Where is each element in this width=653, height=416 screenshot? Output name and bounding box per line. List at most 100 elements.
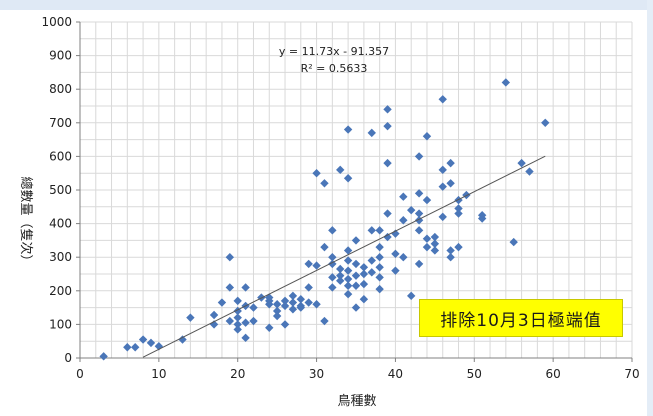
data-point [328,273,337,282]
data-point [454,204,463,213]
y-axis-label: 總數量（隻次） [18,176,34,267]
y-tick-label: 400 [49,217,72,231]
data-point [407,205,416,215]
x-axis-label: 鳥種數 [337,393,376,409]
data-point [280,296,290,306]
data-point [296,303,305,312]
data-point [422,195,432,205]
data-point [375,263,384,272]
y-tick-label: 900 [49,49,72,63]
data-point [509,237,518,247]
data-point [375,226,384,235]
data-point [343,266,353,275]
data-point [280,320,290,329]
data-point [501,78,511,87]
data-point [225,253,235,262]
data-point [414,152,424,161]
data-point [351,271,361,280]
data-point [320,179,329,188]
data-point [343,256,353,265]
data-point [367,268,376,277]
data-point [241,333,250,343]
data-point [454,209,463,218]
data-point [430,232,440,242]
data-point [477,214,487,223]
data-point [399,253,408,262]
trendline-group [142,155,546,358]
data-point [328,226,337,235]
data-point [249,316,258,326]
data-point [446,246,455,255]
data-point [383,209,392,218]
data-point [367,128,376,138]
data-point [272,300,282,309]
y-tick-label: 600 [49,149,72,163]
data-point [351,303,361,312]
data-point [343,281,353,290]
data-point [241,283,250,292]
data-point [343,289,353,299]
data-point [399,216,408,225]
trendline-r-squared: R² = 0.5633 [301,62,368,75]
data-point [178,335,187,344]
data-point [438,165,447,175]
y-tick-label: 100 [49,317,72,331]
data-point [383,158,392,168]
y-tick-label: 1000 [41,15,72,29]
data-point [343,274,353,284]
data-point [359,279,369,289]
y-tick-label: 800 [49,82,72,96]
data-point [414,189,424,198]
data-point [99,352,108,361]
data-point [320,316,329,326]
data-point [146,338,156,348]
y-tick-label: 500 [49,183,72,197]
x-tick-label: 70 [624,367,639,381]
data-point [430,246,440,255]
y-tick-label: 300 [49,250,72,264]
y-tick-label: 0 [64,351,72,365]
data-point [525,167,534,176]
data-point [304,259,313,269]
data-point [343,125,353,134]
data-point [414,226,424,235]
data-point [328,283,337,292]
data-point [138,335,148,344]
x-tick-label: 20 [230,367,245,381]
x-tick-label: 0 [76,367,84,381]
trendline [142,155,546,358]
top-border [0,0,653,10]
data-point [375,242,384,252]
data-point [359,263,369,272]
data-point [430,239,440,248]
data-point [375,253,384,262]
data-point [265,300,274,309]
data-point [351,236,361,245]
data-point [446,158,455,168]
data-point [367,256,376,265]
data-point [414,209,424,218]
data-point [343,174,353,183]
tick-labels: 0 10 20 30 40 50 60 700100200300400500600700800… [41,15,639,381]
data-point [312,300,321,309]
data-point [422,242,432,252]
x-tick-label: 60 [546,367,561,381]
data-point [320,242,329,252]
data-point [422,234,432,243]
data-point [272,306,282,316]
trendline-equation: y = 11.73x - 91.357 [279,45,389,58]
data-point [265,323,274,332]
data-point [272,311,282,321]
x-tick-label: 30 [309,367,324,381]
data-point [351,259,361,269]
annotation-text: 排除10月3日極端值 [440,310,602,331]
x-tick-label: 10 [151,367,166,381]
data-point [312,169,321,178]
data-point [336,276,345,285]
data-point [454,195,463,205]
data-point [304,283,313,292]
annotation-box: 排除10月3日極端值 [419,299,623,337]
data-point [422,132,432,141]
